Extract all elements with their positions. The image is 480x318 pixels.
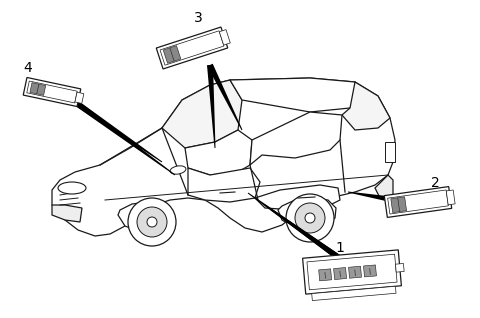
Polygon shape	[255, 185, 340, 210]
Polygon shape	[384, 187, 452, 218]
Circle shape	[137, 207, 167, 237]
Polygon shape	[219, 30, 230, 45]
Polygon shape	[319, 269, 332, 281]
Circle shape	[286, 194, 334, 242]
Polygon shape	[302, 250, 401, 294]
Polygon shape	[207, 64, 242, 130]
Polygon shape	[334, 267, 347, 280]
Polygon shape	[307, 254, 397, 290]
Polygon shape	[188, 168, 260, 202]
Polygon shape	[342, 82, 390, 130]
Text: 2: 2	[431, 176, 439, 190]
Polygon shape	[160, 31, 224, 65]
Polygon shape	[52, 78, 395, 236]
Polygon shape	[207, 65, 216, 148]
Polygon shape	[70, 98, 162, 162]
Polygon shape	[30, 83, 46, 95]
Bar	[385, 142, 395, 162]
Polygon shape	[348, 266, 361, 278]
Ellipse shape	[58, 182, 86, 194]
Ellipse shape	[170, 166, 186, 174]
Polygon shape	[185, 130, 252, 175]
Text: 3: 3	[193, 11, 203, 25]
Circle shape	[295, 203, 325, 233]
Polygon shape	[264, 204, 344, 262]
Polygon shape	[446, 190, 455, 205]
Polygon shape	[248, 193, 344, 262]
Polygon shape	[388, 190, 448, 214]
Polygon shape	[391, 197, 407, 213]
Polygon shape	[75, 92, 84, 103]
Polygon shape	[118, 202, 168, 232]
Polygon shape	[23, 78, 81, 107]
Polygon shape	[163, 46, 181, 63]
Text: 1: 1	[336, 241, 345, 255]
Polygon shape	[396, 264, 404, 272]
Polygon shape	[156, 27, 228, 69]
Polygon shape	[52, 205, 82, 222]
Circle shape	[305, 213, 315, 223]
Polygon shape	[375, 175, 393, 198]
Polygon shape	[162, 80, 242, 148]
Circle shape	[147, 217, 157, 227]
Polygon shape	[312, 286, 396, 301]
Polygon shape	[348, 191, 396, 203]
Polygon shape	[70, 98, 175, 176]
Text: 4: 4	[24, 61, 32, 75]
Polygon shape	[230, 78, 362, 112]
Polygon shape	[363, 265, 376, 277]
Polygon shape	[278, 198, 336, 230]
Circle shape	[128, 198, 176, 246]
Polygon shape	[250, 112, 342, 165]
Polygon shape	[27, 81, 77, 103]
